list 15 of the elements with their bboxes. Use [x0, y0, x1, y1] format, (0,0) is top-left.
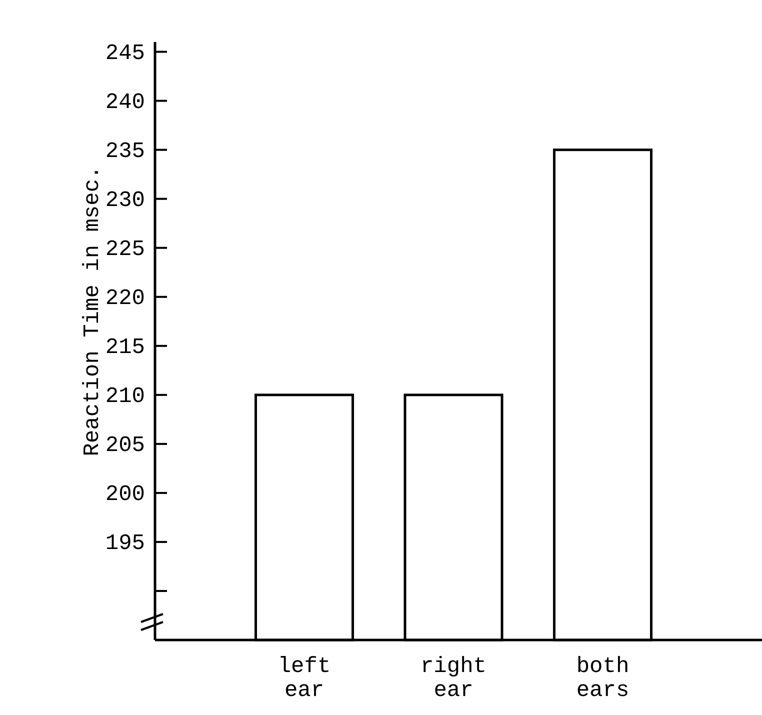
y-tick-label: 195 — [105, 531, 145, 556]
y-tick-label: 225 — [105, 236, 145, 262]
y-tick-label: 200 — [105, 482, 145, 507]
y-tick-label: 240 — [105, 90, 145, 115]
y-tick-label: 220 — [105, 286, 145, 311]
y-axis-title: Reaction Time in msec. — [80, 166, 105, 456]
x-tick-label: both ears — [576, 654, 630, 703]
y-tick-label: 230 — [105, 188, 145, 213]
y-tick-label: 245 — [105, 40, 145, 66]
y-tick-label: 235 — [105, 138, 145, 164]
y-tick-label: 210 — [105, 384, 145, 409]
x-tick-label: right ear — [420, 654, 487, 703]
y-tick-label: 205 — [105, 432, 145, 458]
y-tick-label: 215 — [105, 334, 145, 360]
x-tick-label: left ear — [278, 654, 331, 703]
